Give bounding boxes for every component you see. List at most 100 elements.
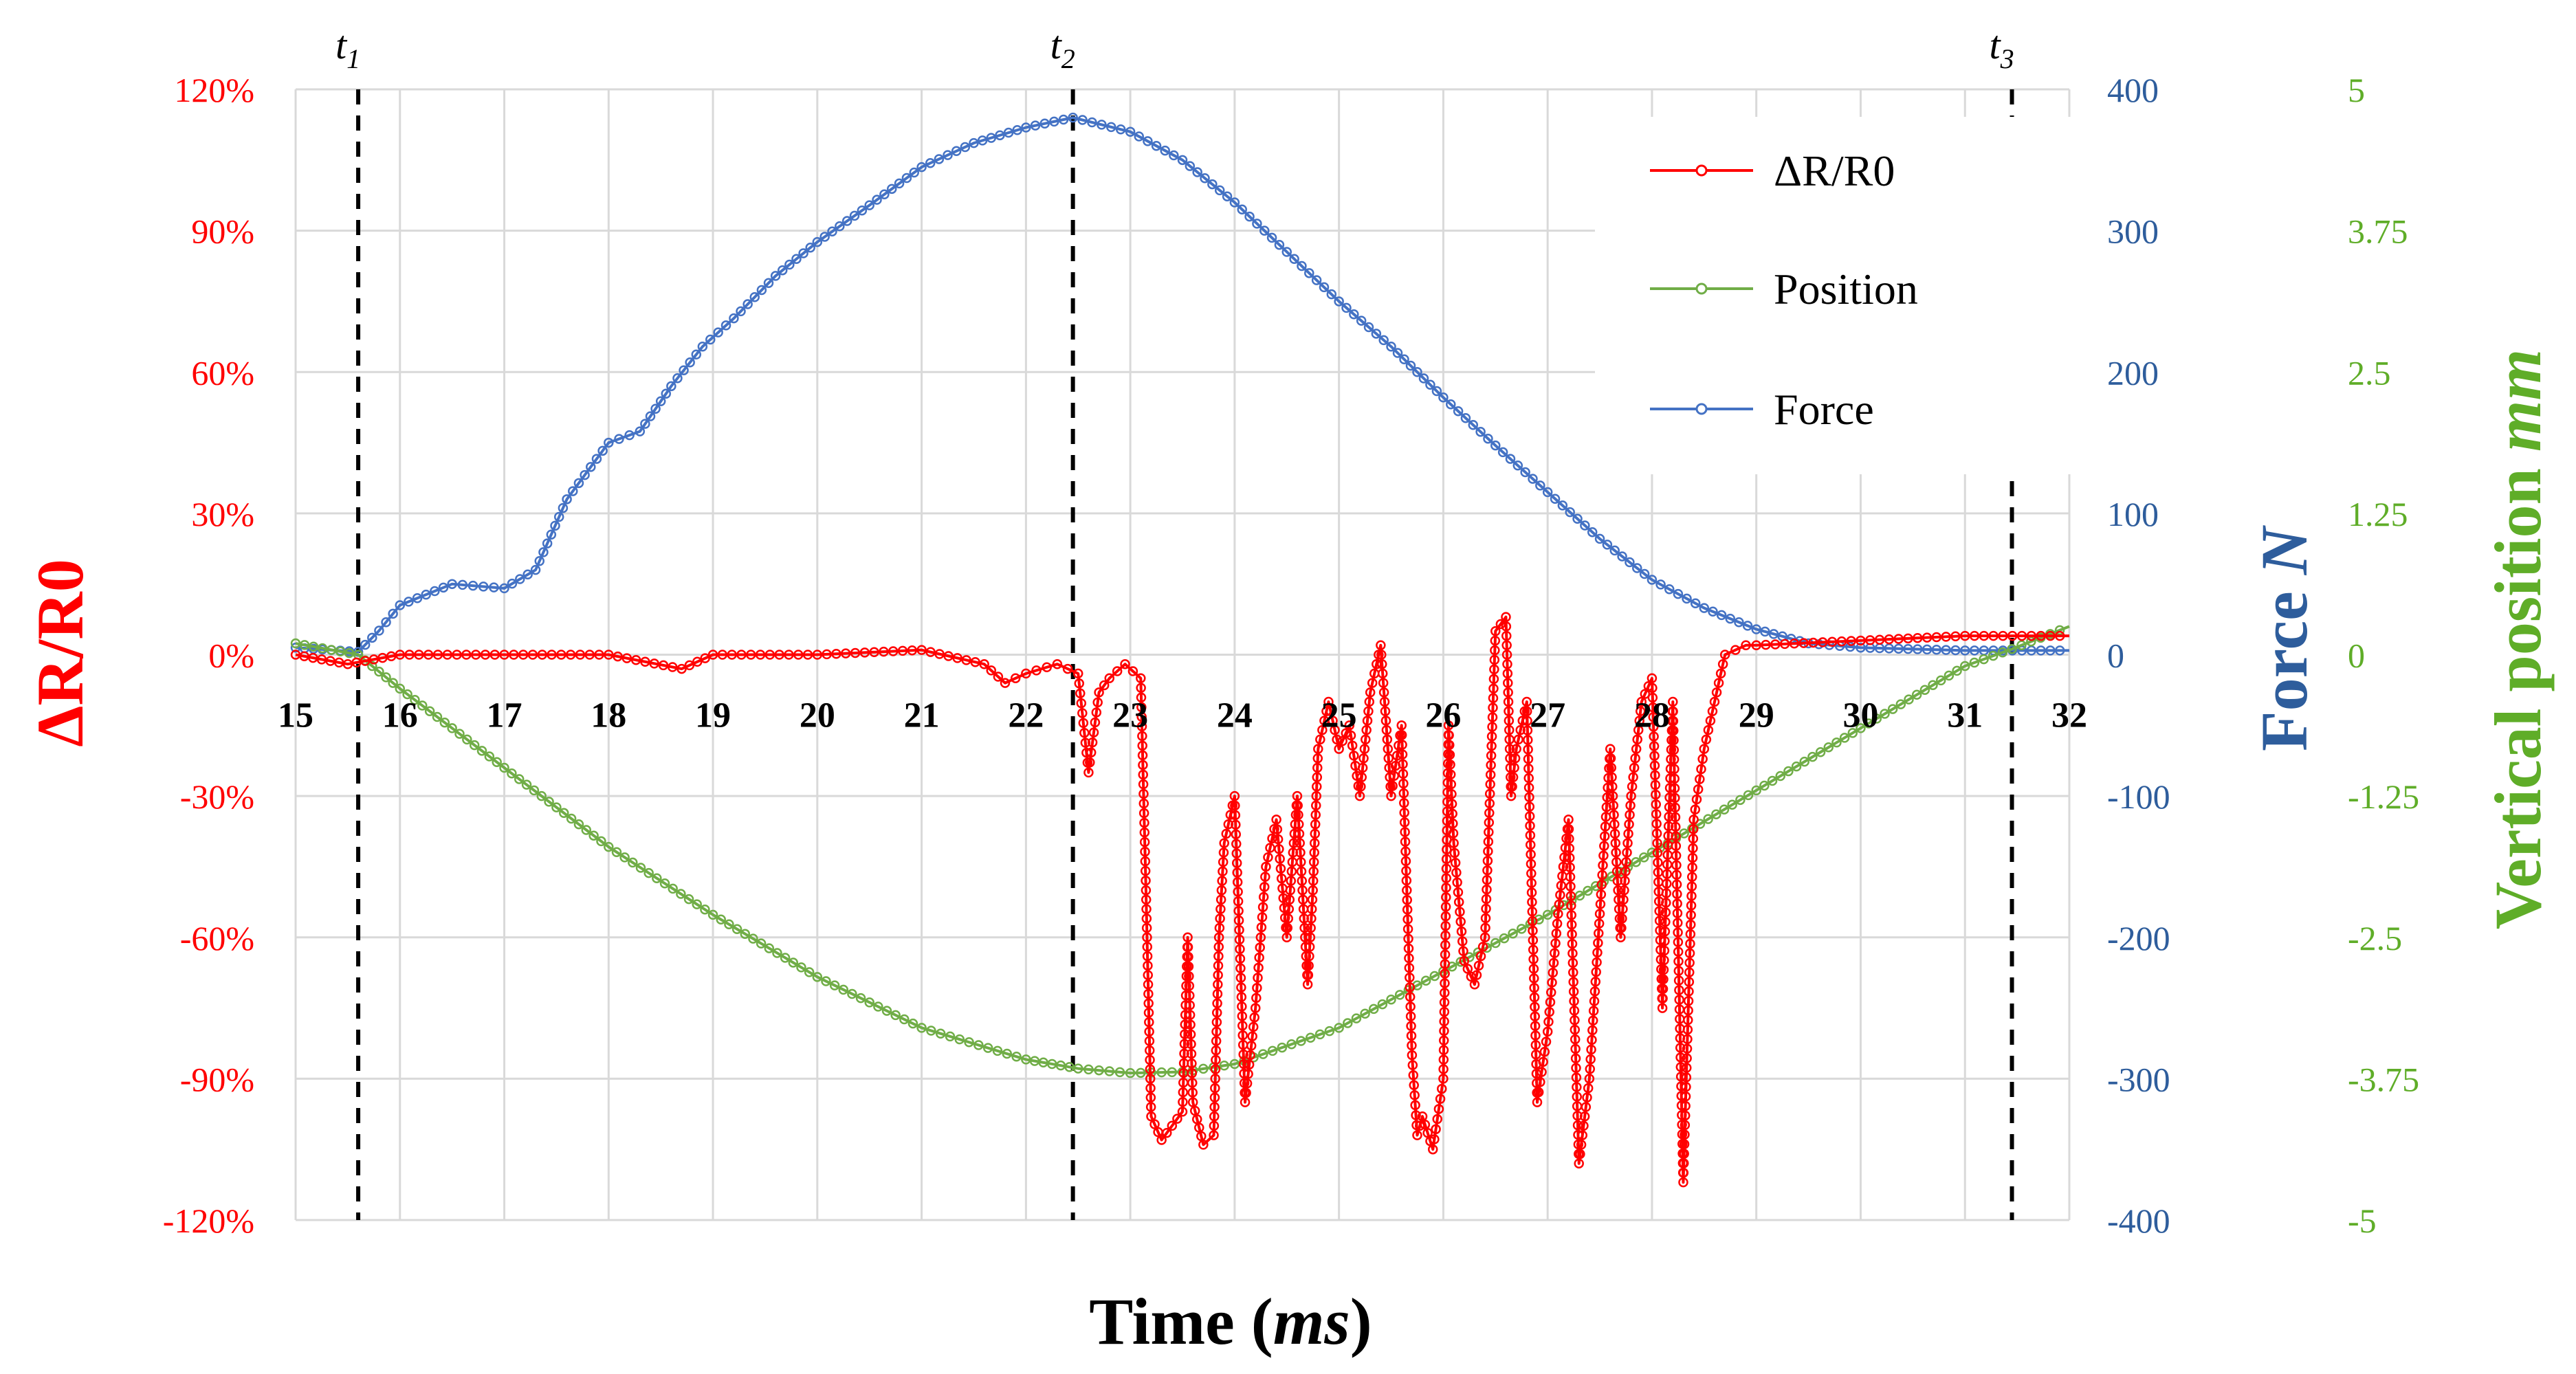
data-point	[1141, 913, 1152, 924]
data-point	[1584, 1074, 1595, 1084]
data-point	[1484, 798, 1495, 809]
data-point	[1237, 204, 1247, 215]
data-point	[873, 1001, 883, 1012]
data-point	[1289, 254, 1299, 264]
data-point	[1619, 885, 1629, 896]
data-point	[556, 650, 566, 660]
x-tick-label: 17	[487, 696, 522, 735]
data-point	[1215, 894, 1226, 905]
data-point	[1609, 810, 1619, 820]
data-point	[1678, 1168, 1689, 1178]
data-point	[1432, 1113, 1442, 1124]
data-point	[1012, 125, 1022, 135]
data-point	[1941, 645, 1951, 655]
data-point	[1249, 1012, 1259, 1023]
data-point	[1136, 721, 1147, 732]
position-tick-label: 0	[2348, 636, 2365, 675]
data-point	[857, 206, 868, 216]
data-point	[1397, 749, 1408, 760]
data-point	[1487, 722, 1497, 732]
data-point	[1288, 838, 1299, 848]
data-point	[1279, 902, 1290, 913]
data-point	[1587, 1034, 1597, 1045]
data-point	[1292, 800, 1303, 811]
data-point	[573, 478, 584, 489]
data-point	[1286, 866, 1297, 877]
data-point	[1349, 751, 1359, 761]
data-point	[1558, 861, 1569, 872]
force-tick-label: 100	[2107, 495, 2159, 533]
data-point	[1143, 988, 1154, 999]
data-point	[1000, 678, 1011, 688]
data-point	[1988, 630, 1999, 641]
data-point	[1296, 1036, 1306, 1046]
data-point	[1699, 603, 1710, 613]
data-point	[1186, 1048, 1197, 1059]
legend-item-dr: ΔR/R0	[1650, 146, 1895, 195]
data-point	[1398, 778, 1409, 789]
data-point	[1542, 909, 1553, 920]
data-point	[890, 1010, 901, 1021]
data-point	[1303, 970, 1314, 980]
data-point	[1309, 847, 1319, 858]
data-point	[1231, 829, 1242, 840]
data-point	[1647, 575, 1658, 585]
data-point	[457, 579, 468, 590]
data-point	[1180, 1029, 1190, 1039]
data-point	[558, 502, 569, 513]
legend-item-force: Force	[1650, 385, 1874, 434]
data-point	[1560, 843, 1571, 853]
data-point	[756, 938, 767, 949]
data-point	[1083, 1064, 1094, 1075]
data-point	[1950, 645, 1961, 656]
data-point	[1798, 638, 1809, 648]
data-point	[1441, 873, 1451, 883]
data-point	[1489, 664, 1499, 675]
data-point	[1379, 696, 1390, 707]
data-point	[1489, 654, 1500, 665]
data-point	[1144, 1017, 1154, 1028]
data-point	[643, 867, 654, 878]
data-point	[1435, 1094, 1446, 1104]
data-point	[1400, 856, 1411, 867]
data-point	[1306, 1032, 1316, 1043]
data-point	[901, 173, 912, 184]
data-point	[1311, 800, 1321, 811]
left-tick-label: -120%	[163, 1201, 254, 1240]
data-point	[1950, 631, 1961, 641]
x-tick-label: 22	[1008, 696, 1044, 735]
data-point	[1438, 1054, 1449, 1065]
data-point	[1301, 951, 1312, 962]
data-point	[1751, 785, 1761, 796]
data-point	[1298, 894, 1308, 905]
data-point	[1077, 115, 1088, 125]
data-point	[1669, 773, 1680, 784]
data-point	[1138, 760, 1148, 771]
data-point	[1286, 1039, 1297, 1050]
data-point	[1160, 145, 1170, 156]
data-point	[1730, 645, 1741, 655]
data-point	[1285, 885, 1296, 896]
data-point	[1596, 889, 1607, 900]
data-point	[899, 1014, 910, 1025]
left-axis-title: ΔR/R0	[23, 559, 97, 747]
data-point	[1567, 938, 1578, 949]
data-point	[1397, 740, 1407, 750]
data-point	[1383, 744, 1394, 754]
data-point	[388, 608, 398, 619]
data-point	[1680, 1100, 1691, 1111]
data-point	[1087, 117, 1097, 128]
data-point	[1568, 977, 1578, 987]
data-point	[1398, 768, 1409, 779]
data-point	[1221, 828, 1231, 839]
series-force	[290, 112, 2069, 657]
position-tick-label: -2.5	[2348, 919, 2402, 957]
data-point	[1215, 904, 1226, 914]
data-point	[1404, 953, 1414, 964]
data-point	[489, 582, 499, 592]
data-point	[1505, 454, 1516, 464]
data-point	[2045, 645, 2056, 656]
data-point	[850, 647, 861, 658]
data-point	[668, 662, 678, 672]
data-point	[1460, 412, 1471, 423]
